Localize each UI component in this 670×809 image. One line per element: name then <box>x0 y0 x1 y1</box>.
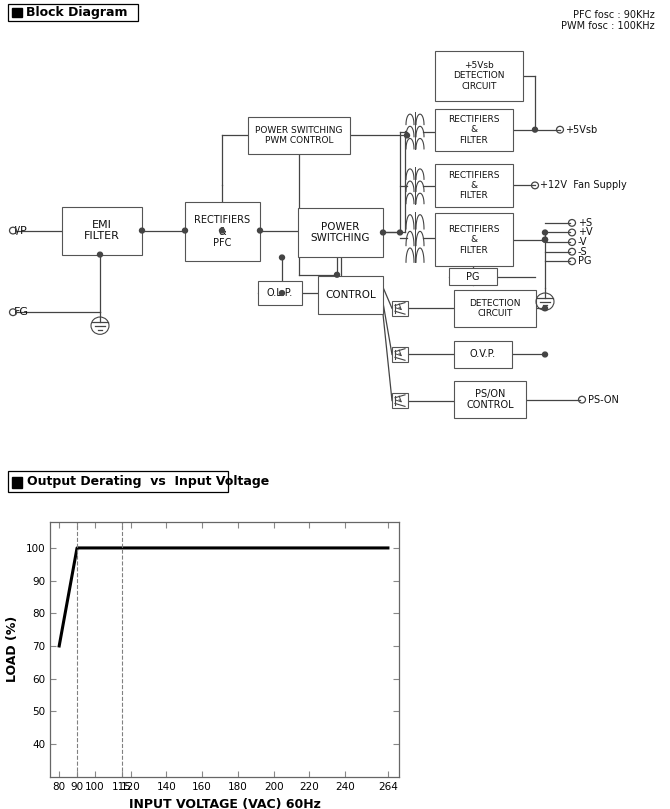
Circle shape <box>533 127 537 132</box>
Text: -V: -V <box>578 237 588 247</box>
Circle shape <box>257 228 263 233</box>
Circle shape <box>397 230 403 235</box>
Text: +5Vsb
DETECTION
CIRCUIT: +5Vsb DETECTION CIRCUIT <box>453 61 505 91</box>
Bar <box>449 268 497 286</box>
Y-axis label: LOAD (%): LOAD (%) <box>6 616 19 682</box>
Text: DETECTION
CIRCUIT: DETECTION CIRCUIT <box>469 299 521 318</box>
Circle shape <box>334 273 340 277</box>
Text: FG: FG <box>14 307 29 317</box>
Circle shape <box>139 228 145 233</box>
Circle shape <box>98 252 103 257</box>
Text: Block Diagram: Block Diagram <box>26 6 127 19</box>
Bar <box>435 108 513 150</box>
Text: PS-ON: PS-ON <box>588 395 619 404</box>
Text: PG: PG <box>466 272 480 282</box>
Bar <box>392 393 408 409</box>
FancyBboxPatch shape <box>8 471 228 492</box>
Circle shape <box>543 352 547 357</box>
Bar <box>248 117 350 154</box>
Text: RECTIFIERS
&
FILTER: RECTIFIERS & FILTER <box>448 171 500 201</box>
Circle shape <box>543 306 547 311</box>
Text: I/P: I/P <box>14 226 27 235</box>
Bar <box>62 206 142 255</box>
Bar <box>318 276 383 314</box>
Circle shape <box>405 133 409 138</box>
Text: PS/ON
CONTROL: PS/ON CONTROL <box>466 389 514 410</box>
Text: +12V  Fan Supply: +12V Fan Supply <box>540 180 626 190</box>
Text: O.V.P.: O.V.P. <box>470 349 496 359</box>
Text: Output Derating  vs  Input Voltage: Output Derating vs Input Voltage <box>27 475 269 488</box>
Bar <box>12 8 22 17</box>
Text: +V: +V <box>578 227 593 238</box>
Circle shape <box>279 290 285 295</box>
Circle shape <box>543 237 547 242</box>
Circle shape <box>182 228 188 233</box>
X-axis label: INPUT VOLTAGE (VAC) 60Hz: INPUT VOLTAGE (VAC) 60Hz <box>129 798 320 809</box>
Text: RECTIFIERS
&
FILTER: RECTIFIERS & FILTER <box>448 225 500 255</box>
Text: PG: PG <box>578 256 592 266</box>
Bar <box>392 301 408 316</box>
Text: POWER SWITCHING
PWM CONTROL: POWER SWITCHING PWM CONTROL <box>255 125 343 145</box>
Bar <box>392 347 408 362</box>
Circle shape <box>279 255 285 260</box>
Bar <box>454 290 536 327</box>
Text: O.L.P.: O.L.P. <box>267 288 293 298</box>
Text: +5Vsb: +5Vsb <box>565 125 597 134</box>
Bar <box>454 381 526 418</box>
Bar <box>435 164 513 206</box>
Text: POWER
SWITCHING: POWER SWITCHING <box>311 222 371 244</box>
Circle shape <box>543 230 547 235</box>
Text: EMI
FILTER: EMI FILTER <box>84 220 120 241</box>
Bar <box>435 214 513 266</box>
Bar <box>454 341 512 368</box>
Circle shape <box>381 230 385 235</box>
Text: +S: +S <box>578 218 592 228</box>
Bar <box>185 201 260 261</box>
Text: RECTIFIERS
&
PFC: RECTIFIERS & PFC <box>194 215 251 248</box>
Circle shape <box>543 237 547 242</box>
Bar <box>435 51 523 101</box>
Text: CONTROL: CONTROL <box>325 290 376 300</box>
FancyBboxPatch shape <box>8 4 138 21</box>
Circle shape <box>220 228 224 233</box>
Bar <box>298 208 383 257</box>
Bar <box>258 281 302 306</box>
Text: RECTIFIERS
&
FILTER: RECTIFIERS & FILTER <box>448 115 500 145</box>
Bar <box>12 477 22 488</box>
Text: PFC fosc : 90KHz
PWM fosc : 100KHz: PFC fosc : 90KHz PWM fosc : 100KHz <box>561 10 655 32</box>
Text: -S: -S <box>578 247 588 256</box>
